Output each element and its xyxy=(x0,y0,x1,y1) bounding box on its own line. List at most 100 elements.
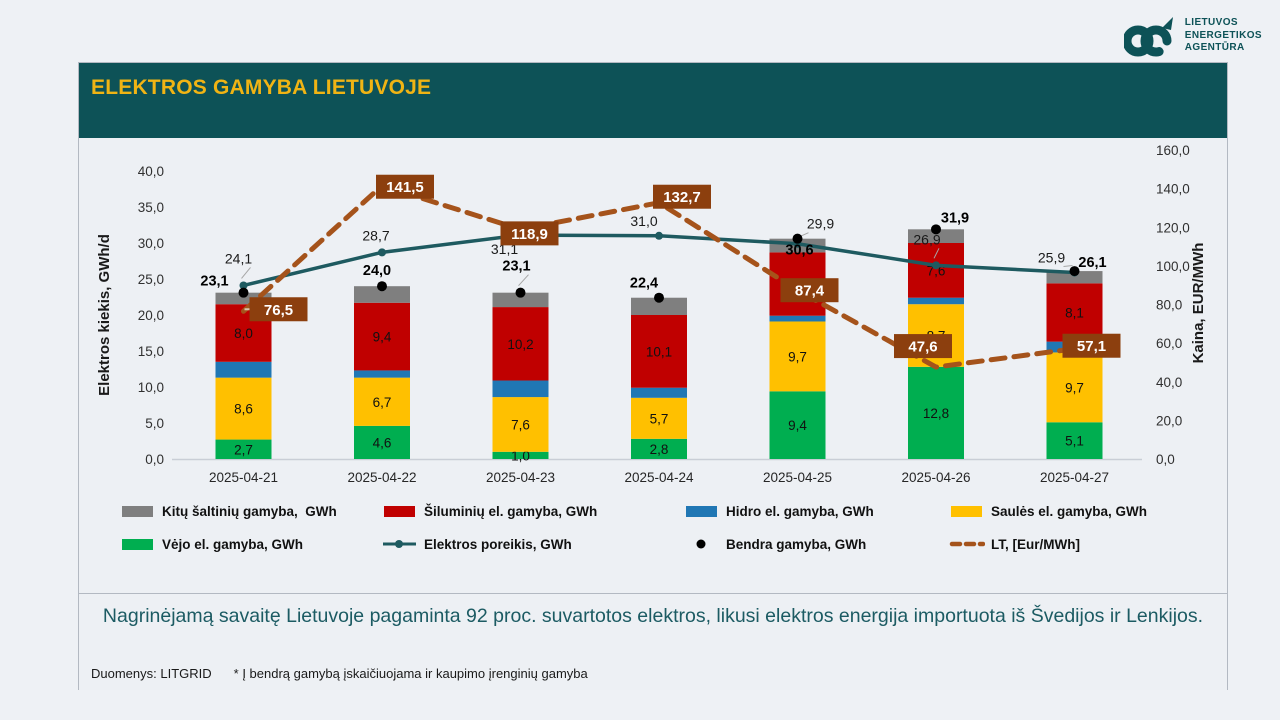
bar-segment-label: 9,7 xyxy=(1065,380,1084,395)
legend-swatch-rect-icon xyxy=(951,506,982,517)
bar-segment-label: 4,6 xyxy=(373,435,392,450)
legend-label: Vėjo el. gamyba, GWh xyxy=(162,536,304,552)
summary-section: Nagrinėjamą savaitę Lietuvoje pagaminta … xyxy=(79,593,1227,690)
bar-segment xyxy=(354,286,410,303)
agency-logo-icon xyxy=(1123,17,1173,57)
bar-segment xyxy=(492,397,549,452)
price-label: 76,5 xyxy=(264,302,293,319)
price-label: 87,4 xyxy=(795,283,825,300)
total-production-point xyxy=(931,224,941,235)
demand-label: 28,7 xyxy=(362,227,389,243)
total-production-point xyxy=(238,287,249,298)
legend-label: Saulės el. gamyba, GWh xyxy=(991,503,1148,519)
bar-segment xyxy=(908,366,964,459)
demand-point xyxy=(932,261,940,270)
legend-item: Vėjo el. gamyba, GWh xyxy=(120,532,382,556)
price-label-box xyxy=(376,174,434,199)
legend-label: Elektros poreikis, GWh xyxy=(424,536,572,552)
right-axis-tick: 0,0 xyxy=(1156,452,1175,467)
label-leader-line xyxy=(933,248,940,259)
bar-segment xyxy=(215,292,272,305)
right-axis-tick: 100,0 xyxy=(1156,259,1190,274)
bar-segment xyxy=(354,302,410,371)
demand-label: 26,9 xyxy=(913,231,940,247)
total-production-label: 24,0 xyxy=(363,263,391,279)
legend-label: LT, [Eur/MWh] xyxy=(991,536,1080,552)
report-panel: ELEKTROS GAMYBA LIETUVOJE 0,0 5,0 10,0 15,0… xyxy=(78,62,1228,690)
demand-label: 29,9 xyxy=(807,216,834,232)
bar-segment-label: 10,1 xyxy=(646,344,672,359)
bar-segment xyxy=(908,243,964,298)
left-axis-title: Elektros kiekis, GWh/d xyxy=(96,234,113,396)
legend-label: Kitų šaltinių gamyba, GWh xyxy=(162,503,337,519)
bar-segment xyxy=(492,307,549,381)
bar-segment xyxy=(631,297,687,315)
left-axis-tick: 5,0 xyxy=(145,416,164,431)
bar-segment-label: 5,1 xyxy=(1065,434,1084,449)
legend-item: Elektros poreikis, GWh xyxy=(382,532,684,556)
price-label-box xyxy=(1062,333,1121,358)
bar-segment xyxy=(492,380,549,398)
right-axis-tick: 160,0 xyxy=(1156,143,1190,158)
bar-segment xyxy=(769,315,826,322)
price-label-box xyxy=(780,278,839,303)
label-leader-line xyxy=(241,267,251,279)
bar-segment xyxy=(1046,283,1103,342)
production-price-chart: 0,0 5,0 10,0 15,0 20,0 25,0 30,0 35,0 40,0 0,0 20,… xyxy=(96,143,1207,485)
x-axis-label: 2025-04-22 xyxy=(347,470,416,485)
right-axis-tick: 40,0 xyxy=(1156,375,1182,390)
label-leader-line xyxy=(518,274,529,287)
right-axis-tick: 140,0 xyxy=(1156,182,1190,197)
bar-segment xyxy=(1046,352,1103,423)
price-label: 47,6 xyxy=(908,339,937,356)
bar-segment-label: 9,4 xyxy=(788,418,807,433)
price-label-box xyxy=(653,184,711,209)
right-axis-title: Kaina, EUR/MWh xyxy=(1190,243,1207,364)
agency-name-line2: ENERGETIKOS xyxy=(1184,29,1262,41)
demand-label: 25,9 xyxy=(1038,250,1065,266)
total-production-label: 22,4 xyxy=(630,276,658,292)
demand-point xyxy=(655,231,663,240)
bar-segment-label: 2,8 xyxy=(650,442,669,457)
price-label-box xyxy=(500,221,559,246)
left-axis-tick: 35,0 xyxy=(138,200,164,215)
total-production-point xyxy=(1069,266,1080,277)
right-axis-tick: 20,0 xyxy=(1156,413,1182,428)
legend-label: Hidro el. gamyba, GWh xyxy=(726,503,874,519)
demand-label: 31,0 xyxy=(630,213,657,229)
total-production-point xyxy=(654,292,664,303)
price-label-box xyxy=(894,334,952,359)
bar-segment xyxy=(631,387,687,398)
bar-segment xyxy=(631,315,687,388)
legend-item: LT, [Eur/MWh] xyxy=(949,532,1227,556)
footer-line: Duomenys: LITGRID * Į bendrą gamybą įska… xyxy=(91,666,588,681)
bar-segment xyxy=(215,439,272,459)
total-production-label: 23,1 xyxy=(200,274,228,290)
total-production-label: 26,1 xyxy=(1078,255,1106,271)
bar-segment xyxy=(354,370,410,378)
x-axis-label: 2025-04-27 xyxy=(1040,470,1109,485)
total-production-label: 30,6 xyxy=(785,243,813,259)
legend-swatch-rect-icon xyxy=(384,506,415,517)
demand-point xyxy=(378,248,386,257)
bar-segment-label: 8,0 xyxy=(234,326,253,341)
price-label-box xyxy=(249,297,308,322)
footnote: * Į bendrą gamybą įskaičiuojama ir kaupi… xyxy=(233,666,588,681)
price-label: 132,7 xyxy=(663,189,701,206)
legend-item: Bendra gamyba, GWh xyxy=(684,532,949,556)
right-axis-tick: 80,0 xyxy=(1156,298,1182,313)
legend-item: Šiluminių el. gamyba, GWh xyxy=(382,499,684,523)
x-axis-label: 2025-04-24 xyxy=(624,470,694,485)
data-source: Duomenys: LITGRID xyxy=(91,666,212,681)
left-axis-tick: 20,0 xyxy=(138,308,164,323)
bar-segment xyxy=(631,438,687,459)
bar-segment-label: 9,7 xyxy=(788,349,807,364)
panel-header: ELEKTROS GAMYBA LIETUVOJE xyxy=(79,63,1227,138)
agency-name-line1: LIETUVOS xyxy=(1184,17,1239,29)
x-axis-label: 2025-04-25 xyxy=(763,470,832,485)
agency-logo: LIETUVOS ENERGETIKOS AGENTŪRA xyxy=(1123,14,1262,58)
legend-swatch-rect-icon xyxy=(122,539,153,550)
bar-segment-label: 9,4 xyxy=(373,330,392,345)
legend-item: Hidro el. gamyba, GWh xyxy=(684,499,949,523)
left-axis-tick: 0,0 xyxy=(145,452,164,467)
